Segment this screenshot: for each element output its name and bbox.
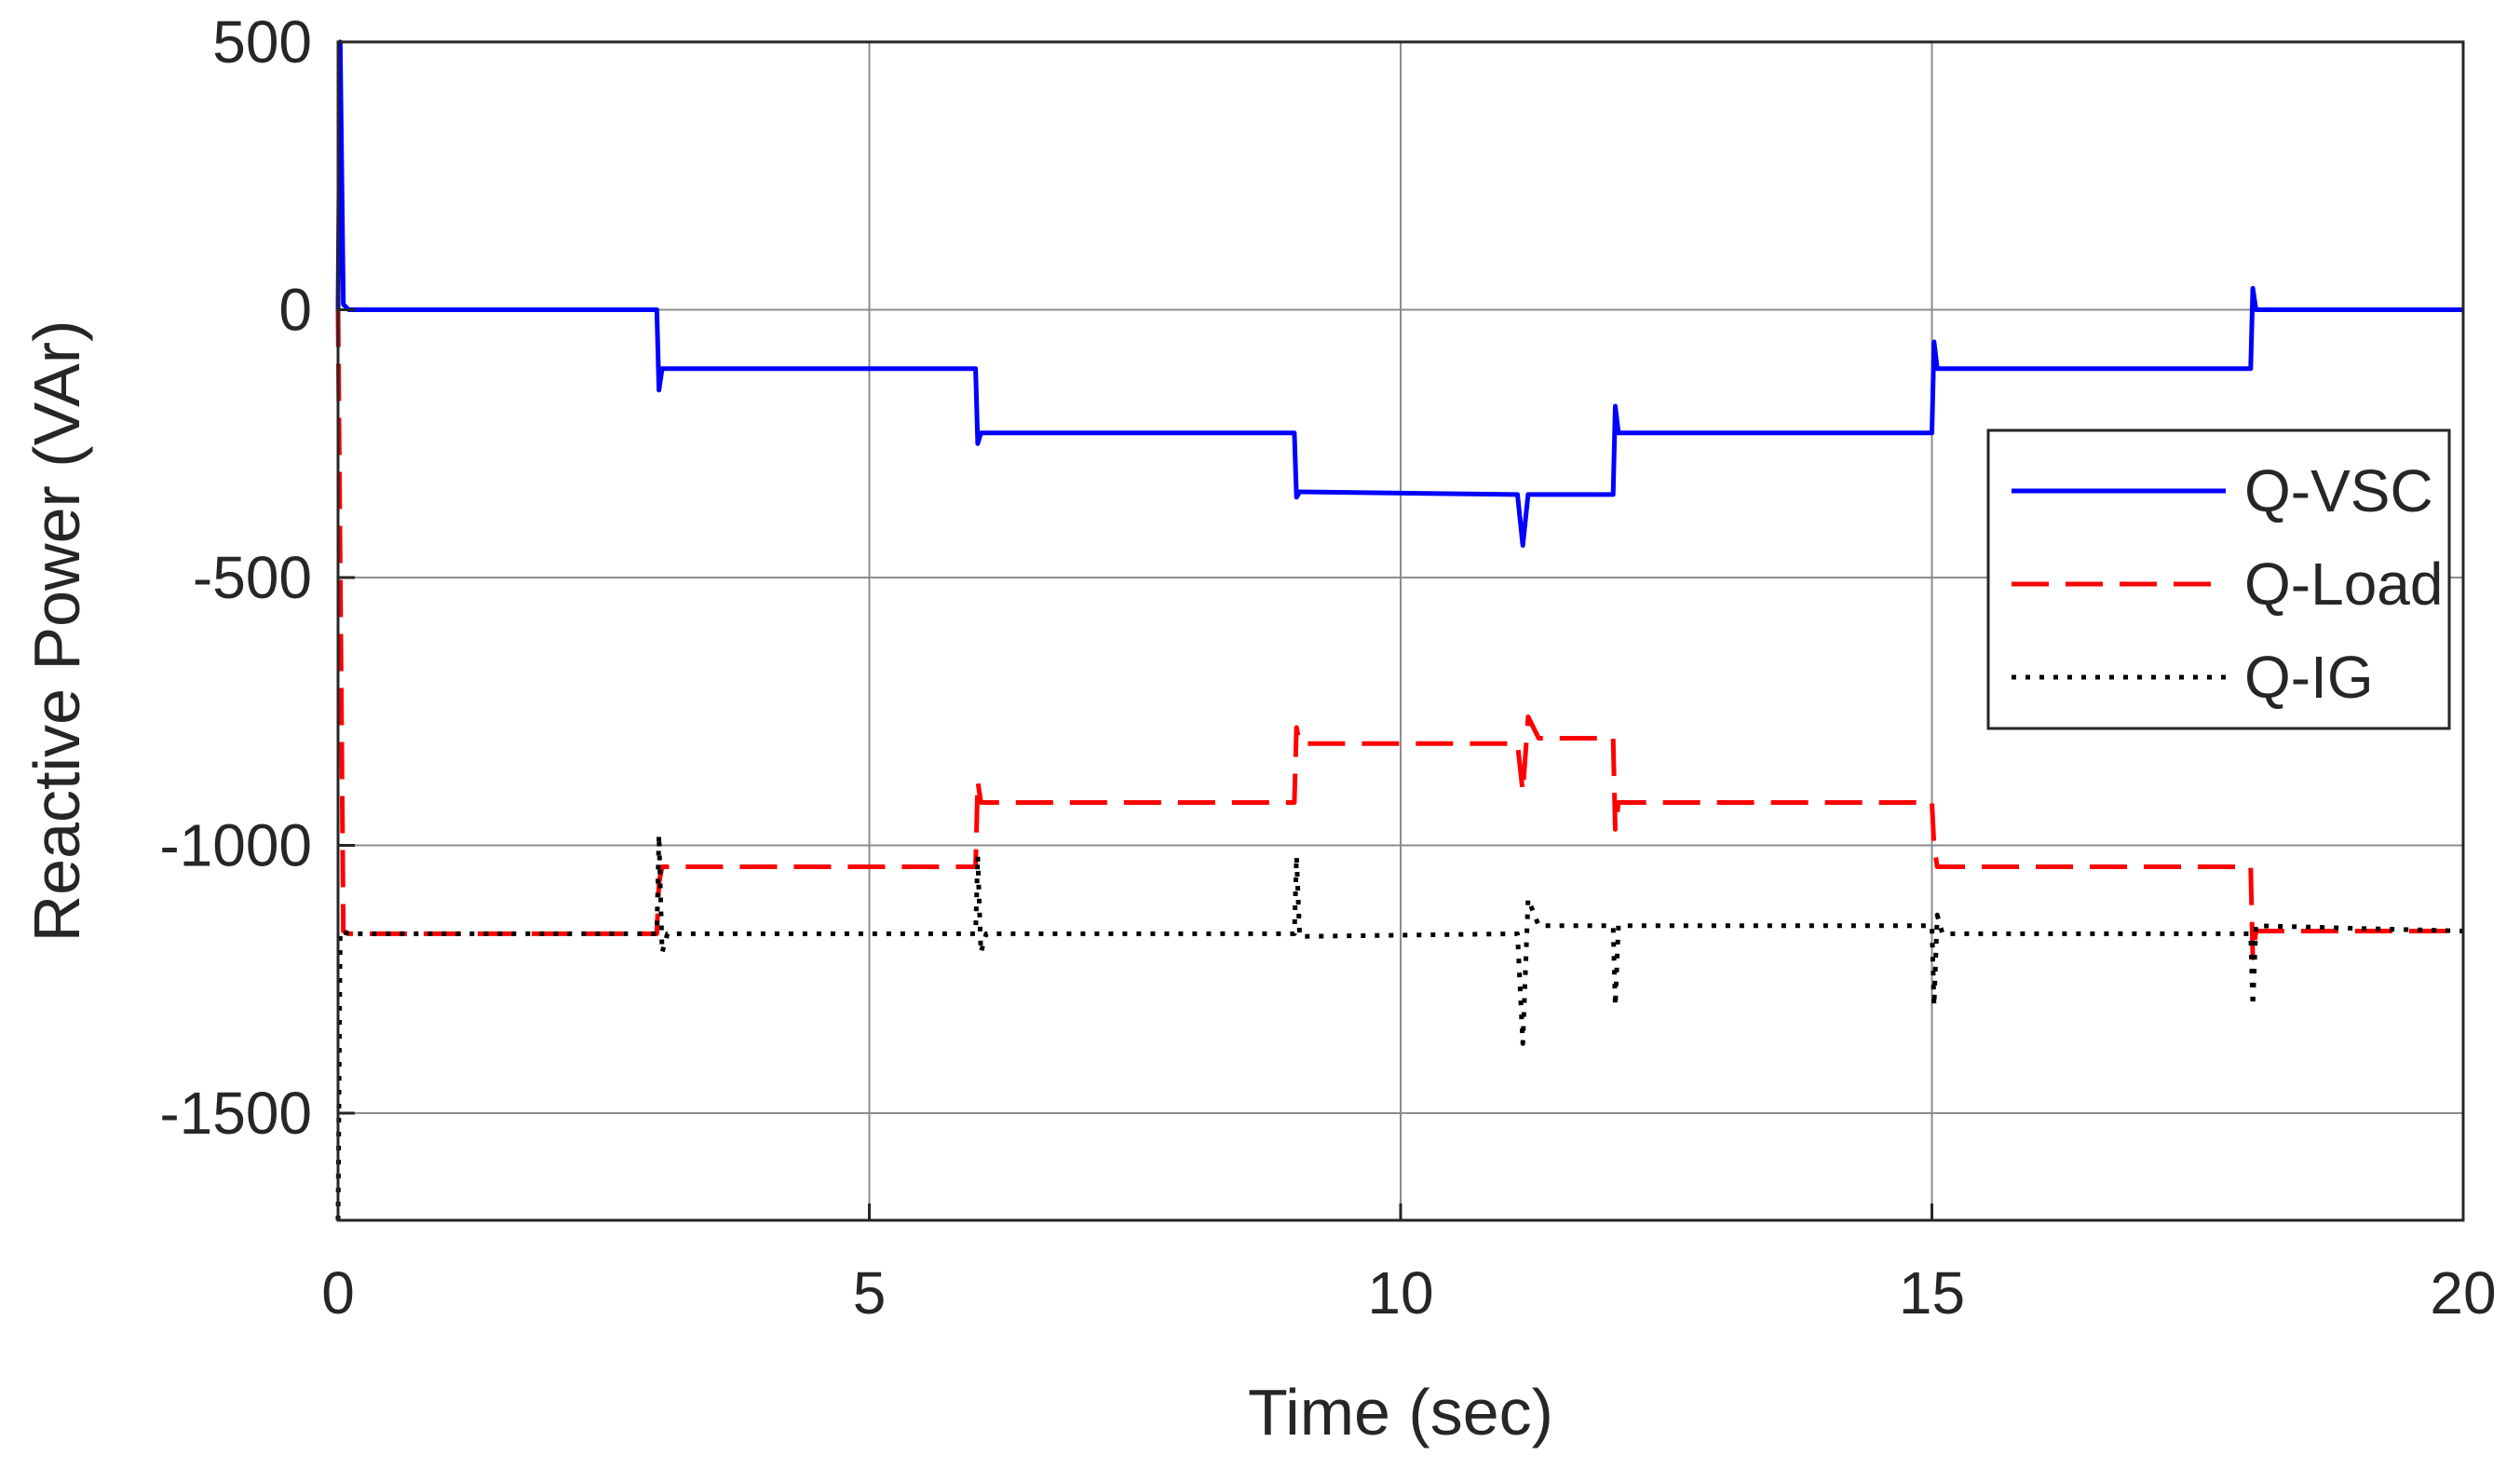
x-tick-label: 10: [1367, 1259, 1433, 1326]
series-line-q-ig: [335, 832, 2464, 1221]
y-tick-label: 500: [212, 8, 312, 75]
x-axis-label: Time (sec): [1248, 1376, 1553, 1449]
y-axis-label: Reactive Power (VAr): [20, 320, 93, 943]
x-tick-label: 20: [2430, 1259, 2496, 1326]
legend-label: Q-IG: [2244, 644, 2374, 711]
x-tick-label: 15: [1899, 1259, 1965, 1326]
legend-box: [1986, 428, 2451, 730]
legend-label: Q-Load: [2244, 551, 2443, 618]
ticks: 0 5 10 15 20 500 0 -500 -1000 -1500: [159, 8, 2496, 1326]
legend: Q-VSC Q-Load Q-IG: [1986, 428, 2451, 730]
y-tick-label: -1000: [159, 812, 312, 879]
x-tick-label: 0: [321, 1259, 355, 1326]
y-tick-label: -1500: [159, 1080, 312, 1147]
x-tick-label: 5: [853, 1259, 887, 1326]
legend-label: Q-VSC: [2244, 457, 2433, 524]
y-tick-label: -500: [193, 544, 312, 611]
series-layer: [335, 39, 2464, 1221]
y-tick-label: 0: [278, 277, 312, 344]
series-line-q-vsc: [335, 39, 2463, 548]
